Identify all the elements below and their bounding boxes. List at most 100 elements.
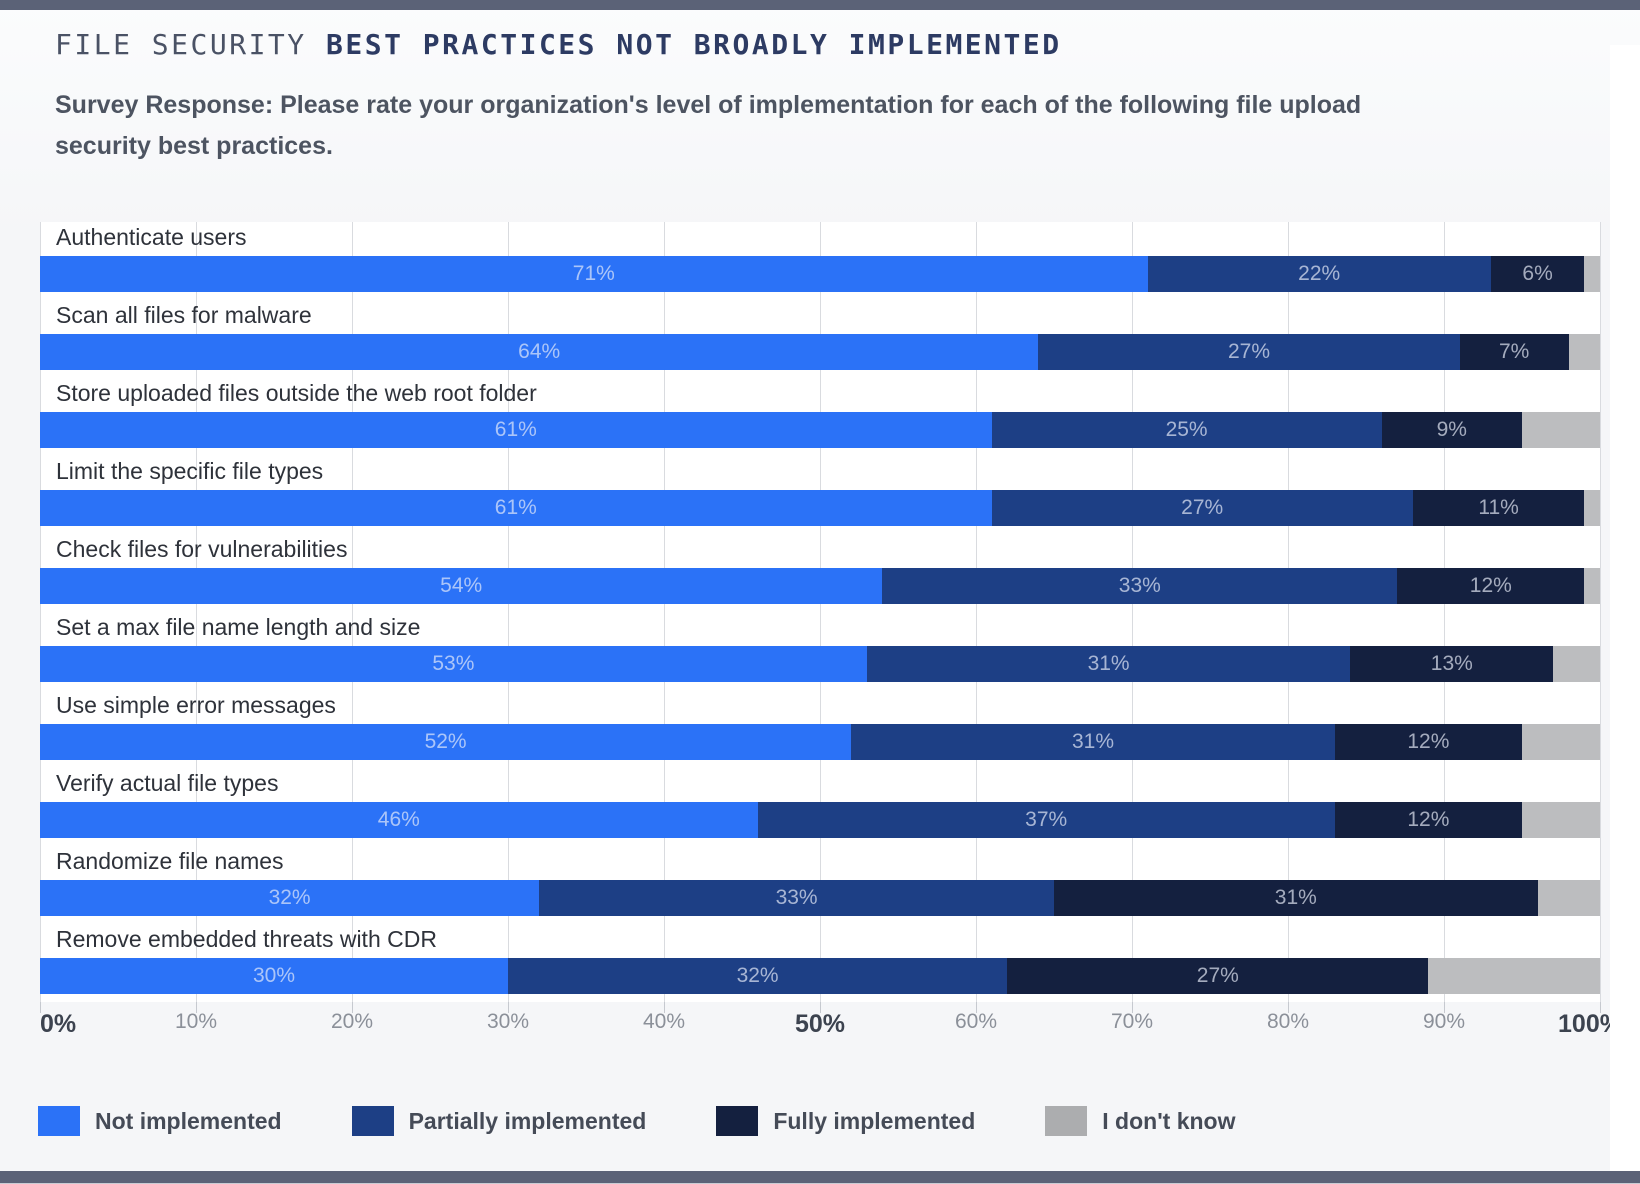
stacked-bar: 61% 27% 11% — [40, 490, 1600, 526]
legend-item: Not implemented — [38, 1106, 282, 1136]
stacked-bar: 46% 37% 12% — [40, 802, 1600, 838]
legend-swatch — [1045, 1106, 1088, 1136]
bar-value-label: 52% — [424, 730, 467, 753]
page-title-bold: BEST PRACTICES NOT BROADLY IMPLEMENTED — [326, 28, 1062, 61]
bar-segment-i-don-t-know — [1568, 334, 1600, 370]
bar-value-label: 53% — [432, 652, 475, 675]
bar-value-label: 31% — [1274, 886, 1317, 909]
legend-label: Partially implemented — [408, 1107, 647, 1134]
gridline — [1132, 222, 1133, 1002]
chart-row: Limit the specific file types 61% 27% 11% — [40, 456, 1600, 534]
bar-segment-partially-implemented: 22% — [1147, 256, 1491, 292]
category-label: Authenticate users — [56, 224, 247, 250]
bar-segment-fully-implemented: 11% — [1412, 490, 1585, 526]
category-label: Store uploaded files outside the web roo… — [56, 380, 537, 406]
bar-segment-not-implemented: 71% — [40, 256, 1148, 292]
bar-value-label: 71% — [572, 262, 615, 285]
chart-row: Set a max file name length and size 53% 31… — [40, 612, 1600, 690]
chart-header: FILE SECURITY BEST PRACTICES NOT BROADLY… — [55, 28, 1555, 167]
bar-value-label: 32% — [736, 964, 779, 987]
axis-tick — [40, 1002, 41, 1013]
axis-tick — [820, 1002, 821, 1013]
bar-segment-not-implemented: 61% — [40, 412, 992, 448]
axis-tick — [1600, 1002, 1601, 1013]
bar-value-label: 12% — [1407, 808, 1450, 831]
gridline — [1600, 222, 1601, 1002]
chart-row: Scan all files for malware 64% 27% 7% — [40, 300, 1600, 378]
bar-segment-fully-implemented: 9% — [1381, 412, 1522, 448]
page-title-regular: FILE SECURITY — [55, 28, 327, 61]
category-label: Randomize file names — [56, 848, 284, 874]
category-label: Set a max file name length and size — [56, 614, 421, 640]
legend-item: Partially implemented — [351, 1106, 647, 1136]
chart-subtitle-line1: Survey Response: Please rate your organi… — [55, 91, 1362, 119]
bar-value-label: 54% — [440, 574, 483, 597]
x-axis-label: 60% — [954, 1010, 998, 1033]
gridline — [1288, 222, 1289, 1002]
bar-value-label: 37% — [1025, 808, 1068, 831]
bar-value-label: 33% — [775, 886, 818, 909]
x-axis: 0% 10% 20% 30% 40% 50% 60% 70% 80% 90% 100% — [0, 1010, 1640, 1044]
axis-tick — [664, 1002, 665, 1013]
gridline — [40, 222, 41, 1002]
legend-label: Fully implemented — [773, 1107, 976, 1134]
chart-row: Verify actual file types 46% 37% 12% — [40, 768, 1600, 846]
axis-tick — [1288, 1002, 1289, 1013]
bar-segment-fully-implemented: 12% — [1334, 802, 1522, 838]
plot-area: Authenticate users 71% 22% 6% Scan all files… — [40, 222, 1601, 1013]
category-label: Use simple error messages — [56, 692, 336, 718]
gridline — [196, 222, 197, 1002]
x-axis-label: 10% — [174, 1010, 218, 1033]
bar-segment-fully-implemented: 7% — [1459, 334, 1569, 370]
legend-swatch — [716, 1106, 759, 1136]
bar-segment-not-implemented: 32% — [40, 880, 540, 916]
x-axis-label: 90% — [1422, 1010, 1466, 1033]
bar-value-label: 12% — [1407, 730, 1450, 753]
bar-value-label: 32% — [268, 886, 311, 909]
stacked-bar: 53% 31% 13% — [40, 646, 1600, 682]
bar-segment-not-implemented: 52% — [40, 724, 852, 760]
axis-tick — [1132, 1002, 1133, 1013]
category-label: Remove embedded threats with CDR — [56, 926, 437, 952]
bar-value-label: 30% — [252, 964, 296, 987]
legend-item: I don't know — [1045, 1106, 1236, 1136]
bar-value-label: 27% — [1181, 496, 1224, 519]
axis-tick — [1444, 1002, 1445, 1013]
bar-value-label: 7% — [1498, 340, 1530, 363]
chart-subtitle: Survey Response: Please rate your organi… — [55, 85, 1555, 167]
bar-value-label: 61% — [494, 496, 537, 519]
bar-value-label: 31% — [1087, 652, 1130, 675]
bar-segment-partially-implemented: 27% — [991, 490, 1413, 526]
x-axis-label: 0% — [40, 1010, 77, 1038]
bar-value-label: 22% — [1298, 262, 1341, 285]
stacked-bar: 32% 33% 31% — [40, 880, 1600, 916]
gridline — [664, 222, 665, 1002]
gridline — [508, 222, 509, 1002]
axis-tick — [976, 1002, 977, 1013]
x-axis-label: 70% — [1110, 1010, 1154, 1033]
x-axis-label: 80% — [1266, 1010, 1310, 1033]
axis-tick — [352, 1002, 353, 1013]
bar-segment-not-implemented: 53% — [40, 646, 867, 682]
bar-segment-partially-implemented: 31% — [866, 646, 1351, 682]
legend-swatch — [38, 1106, 80, 1136]
right-page-edge — [1610, 45, 1640, 1171]
chart-row: Use simple error messages 52% 31% 12% — [40, 690, 1600, 768]
bar-value-label: 12% — [1469, 574, 1512, 597]
bar-value-label: 9% — [1436, 418, 1467, 441]
bar-segment-fully-implemented: 13% — [1350, 646, 1554, 682]
axis-tick — [196, 1002, 197, 1013]
bar-segment-fully-implemented: 12% — [1397, 568, 1585, 604]
category-label: Verify actual file types — [56, 770, 279, 796]
x-axis-label: 50% — [794, 1010, 846, 1038]
bar-segment-fully-implemented: 27% — [1007, 958, 1429, 994]
bar-segment-partially-implemented: 37% — [757, 802, 1335, 838]
x-axis-label: 40% — [642, 1010, 686, 1033]
bar-value-label: 61% — [494, 418, 537, 441]
legend-item: Fully implemented — [716, 1106, 975, 1136]
gridline — [976, 222, 977, 1002]
legend-label: I don't know — [1102, 1107, 1236, 1134]
bar-value-label: 27% — [1196, 964, 1239, 987]
bar-segment-fully-implemented: 12% — [1334, 724, 1522, 760]
window-bottom-edge — [0, 1171, 1640, 1184]
